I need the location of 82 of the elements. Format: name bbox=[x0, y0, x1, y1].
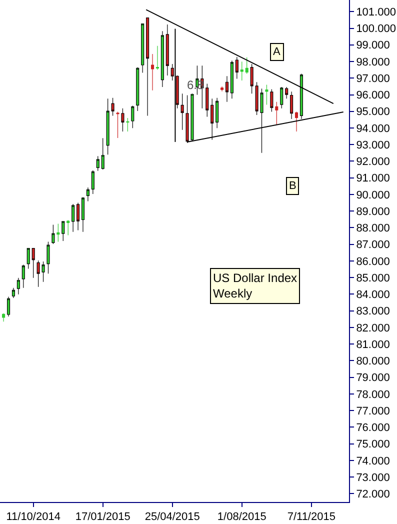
y-tick-label: 84.000 bbox=[356, 289, 390, 302]
candlestick bbox=[16, 278, 20, 295]
candlestick bbox=[160, 30, 164, 88]
candlestick bbox=[12, 288, 15, 298]
candlestick bbox=[275, 102, 278, 126]
y-tick-label: 99.000 bbox=[356, 40, 390, 52]
y-tick-label: 82.000 bbox=[356, 322, 390, 334]
y-tick-label: 78.000 bbox=[356, 388, 390, 401]
y-tick-label: 81.000 bbox=[356, 338, 390, 351]
y-tick-label: 101.000 bbox=[356, 6, 396, 18]
y-tick-label: 90.000 bbox=[356, 189, 390, 202]
candlestick bbox=[72, 204, 75, 232]
candlestick bbox=[146, 17, 150, 116]
candlestick bbox=[46, 241, 50, 274]
candlestick bbox=[131, 105, 134, 128]
candlestick bbox=[240, 61, 244, 81]
candlestick bbox=[66, 220, 70, 236]
x-tick-label: 1/08/2015 bbox=[217, 511, 266, 524]
candlestick bbox=[294, 111, 298, 132]
candlestick bbox=[206, 83, 209, 117]
y-tick-label: 89.000 bbox=[356, 206, 390, 218]
annotation: A bbox=[273, 46, 281, 58]
y-tick-label: 91.000 bbox=[356, 172, 390, 185]
candlestick bbox=[166, 24, 169, 76]
y-tick-label: 80.000 bbox=[356, 356, 390, 368]
candlestick bbox=[245, 57, 248, 74]
candlestick bbox=[280, 86, 284, 109]
y-tick-label: 86.000 bbox=[356, 256, 390, 268]
y-tick-label: 79.000 bbox=[356, 372, 390, 384]
candlestick bbox=[56, 223, 60, 242]
x-tick-label: 7/11/2015 bbox=[287, 511, 336, 524]
x-tick-label: 11/10/2014 bbox=[6, 511, 60, 524]
y-tick-label: 97.000 bbox=[356, 72, 390, 85]
y-tick-label: 72.000 bbox=[356, 488, 390, 501]
candlestick bbox=[220, 86, 224, 92]
x-tick-label: 17/01/2015 bbox=[75, 511, 130, 524]
y-tick-label: 73.000 bbox=[356, 472, 390, 484]
candlestick bbox=[235, 56, 238, 80]
candlestick bbox=[150, 54, 154, 91]
x-tick-label: 25/04/2015 bbox=[144, 511, 200, 524]
candlestick bbox=[101, 138, 104, 170]
annotation: US Dollar Index Weekly bbox=[213, 271, 298, 301]
candlestick bbox=[290, 91, 294, 120]
candlestick bbox=[2, 313, 6, 322]
y-tick-label: 85.000 bbox=[356, 272, 390, 284]
y-tick-label: 92.000 bbox=[356, 156, 390, 168]
annotation: B bbox=[289, 180, 296, 192]
y-tick-label: 95.000 bbox=[356, 106, 390, 118]
candlestick bbox=[86, 187, 90, 202]
candlestick bbox=[32, 248, 35, 278]
y-tick-label: 74.000 bbox=[356, 455, 390, 468]
candlestick bbox=[26, 248, 30, 270]
y-tick-label: 76.000 bbox=[356, 422, 390, 434]
y-tick-label: 93.000 bbox=[356, 139, 390, 152]
y-tick-label: 88.000 bbox=[356, 222, 390, 235]
candlestick bbox=[136, 67, 140, 112]
candlestick bbox=[265, 84, 268, 106]
y-tick-label: 77.000 bbox=[356, 405, 390, 418]
candlestick bbox=[52, 224, 55, 244]
candlestick bbox=[62, 221, 65, 242]
candlestick bbox=[96, 156, 100, 172]
candlestick bbox=[270, 88, 274, 112]
candlestick bbox=[225, 76, 229, 102]
candlestick bbox=[7, 296, 10, 317]
candlestick bbox=[76, 202, 80, 231]
y-tick-label: 75.000 bbox=[356, 438, 390, 451]
y-tick-label: 87.000 bbox=[356, 239, 390, 252]
candlestick bbox=[141, 23, 144, 74]
candlestick bbox=[22, 264, 25, 288]
y-tick-label: 83.000 bbox=[356, 306, 390, 318]
candlestick bbox=[180, 93, 184, 130]
y-tick-label: 96.000 bbox=[356, 90, 390, 102]
candlestick bbox=[285, 86, 288, 99]
candlestick bbox=[91, 170, 94, 194]
y-tick-label: 98.000 bbox=[356, 56, 390, 68]
candlestick bbox=[230, 60, 234, 99]
y-tick-label: 94.000 bbox=[356, 122, 390, 135]
y-tick-label: 100.000 bbox=[356, 23, 396, 36]
candlestick bbox=[126, 118, 130, 132]
candlestick bbox=[216, 98, 219, 128]
candlestick bbox=[156, 46, 159, 70]
candlestick bbox=[81, 197, 85, 232]
